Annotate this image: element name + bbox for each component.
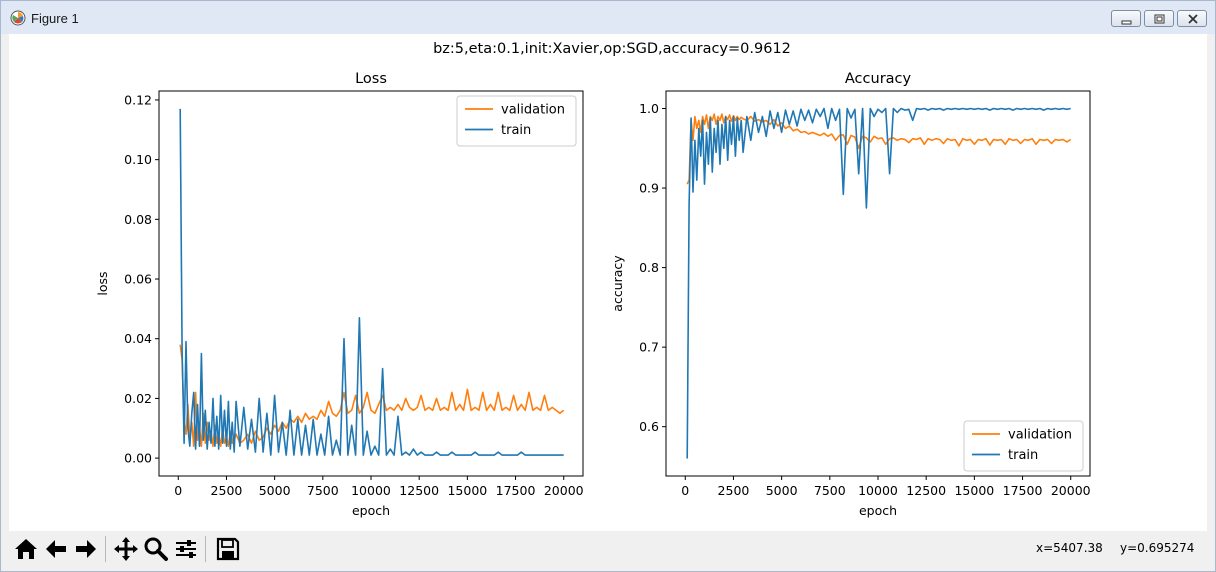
y-tick-label: 0.00 [124,451,152,466]
close-button[interactable] [1177,10,1207,27]
y-tick-label: 0.10 [124,152,152,167]
y-tick-label: 0.04 [124,331,152,346]
x-tick-label: 0 [174,483,182,498]
window-title: Figure 1 [31,11,79,26]
minimize-icon [1121,20,1132,25]
y-axis-label: accuracy [610,255,625,312]
legend-label-train: train [1008,448,1038,463]
navigation-toolbar: x=5407.38 y=0.695274 [9,531,1207,567]
save-button[interactable] [214,535,242,563]
axes-frame [158,90,584,477]
back-button[interactable] [42,535,70,563]
x-tick-label: 7500 [307,483,339,498]
subplot-title: Loss [355,71,387,87]
x-tick-label: 10000 [351,483,391,498]
home-button[interactable] [12,535,40,563]
pan-button[interactable] [112,535,140,563]
x-tick-label: 17500 [496,483,536,498]
figure-canvas[interactable]: bz:5,eta:0.1,init:Xavier,op:SGD,accuracy… [9,34,1207,531]
x-tick-label: 2500 [211,483,243,498]
series-line-train [686,107,1071,459]
x-tick-label: 20000 [1051,483,1091,498]
pan-icon [114,537,138,561]
y-tick-label: 0.9 [639,181,659,196]
y-axis-label: loss [95,271,110,295]
y-tick-label: 0.08 [124,212,152,227]
legend-label-train: train [501,123,531,138]
y-tick-label: 0.7 [639,340,659,355]
x-tick-label: 20000 [544,483,584,498]
configure-subplots-icon [176,540,196,558]
forward-arrow-icon [76,540,96,558]
y-tick-label: 1.0 [639,101,659,116]
x-coordinate-readout: x=5407.38 [1036,541,1103,555]
x-tick-label: 10000 [858,483,898,498]
x-tick-label: 15000 [447,483,487,498]
x-axis-label: epoch [859,503,897,518]
save-icon [216,537,240,561]
x-tick-label: 5000 [259,483,291,498]
maximize-button[interactable] [1144,10,1174,27]
matplotlib-logo-icon [10,10,26,26]
y-tick-label: 0.8 [639,260,659,275]
y-coordinate-readout: y=0.695274 [1120,541,1195,555]
zoom-button[interactable] [142,535,170,563]
toolbar-separator [205,536,206,562]
zoom-icon [144,537,168,561]
figure-suptitle: bz:5,eta:0.1,init:Xavier,op:SGD,accuracy… [433,41,791,57]
legend-label-validation: validation [1008,428,1072,443]
close-icon [1188,14,1198,24]
series-line-validation [686,113,1072,185]
legend-label-validation: validation [501,103,565,118]
forward-button[interactable] [72,535,100,563]
configure-subplots-button[interactable] [172,535,200,563]
x-tick-label: 7500 [814,483,846,498]
x-tick-label: 2500 [718,483,750,498]
toolbar-separator [105,536,106,562]
y-tick-label: 0.6 [639,419,659,434]
home-icon [15,539,37,559]
minimize-button[interactable] [1111,10,1141,27]
x-axis-label: epoch [352,503,390,518]
series-line-train [179,108,564,456]
x-tick-label: 12500 [906,483,946,498]
x-tick-label: 12500 [399,483,439,498]
series-line-validation [179,344,565,448]
x-tick-label: 15000 [954,483,994,498]
y-tick-label: 0.06 [124,272,152,287]
back-arrow-icon [46,540,66,558]
figure-svg: bz:5,eta:0.1,init:Xavier,op:SGD,accuracy… [95,41,1091,518]
loss-subplot: Loss 0 2500 5000 7500 10000 12500 15000 17500 200… [95,71,584,518]
x-tick-label: 0 [681,483,689,498]
accuracy-subplot: Accuracy 0 2500 5000 7500 10000 12500 15000 1750… [610,71,1091,518]
axes-frame [665,90,1091,477]
x-tick-label: 17500 [1003,483,1043,498]
restore-icon [1154,14,1165,24]
y-tick-label: 0.02 [124,391,152,406]
y-tick-label: 0.12 [124,92,152,107]
x-tick-label: 5000 [766,483,798,498]
subplot-title: Accuracy [845,71,912,87]
title-bar[interactable]: Figure 1 [1,1,1215,34]
